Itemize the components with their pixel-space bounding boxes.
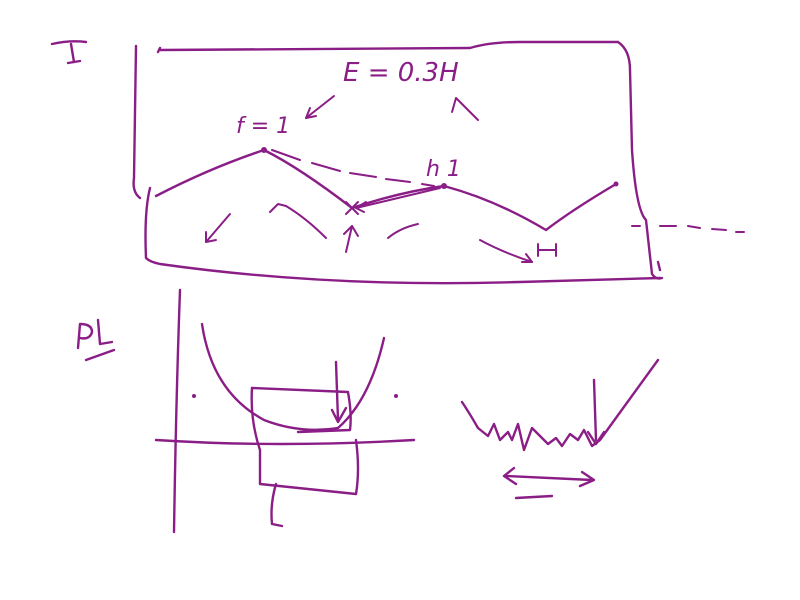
rect-window-upper	[250, 386, 352, 434]
frame-top-edge	[158, 40, 620, 52]
frame-bottom-edge	[144, 186, 662, 285]
saddle-pointer-arrowhead	[355, 201, 367, 213]
frame-left-upper	[132, 44, 142, 200]
saddle-pointer-line	[355, 187, 441, 209]
arrow-up-center-wing	[343, 225, 353, 235]
landscape-end-dot	[613, 181, 619, 187]
top-panel-frame	[132, 40, 664, 285]
range-underline	[514, 494, 554, 500]
landscape-curve	[154, 148, 618, 232]
section-one-marker-stroke-stem	[69, 42, 76, 64]
bottom-left-plot	[154, 288, 416, 534]
plot-dot-left	[192, 394, 196, 398]
arrow-right-down	[479, 239, 533, 263]
rugged-curve	[460, 358, 660, 452]
rect-window-tail	[270, 482, 284, 528]
h-annotation: h 1	[426, 157, 461, 182]
section-two-marker: PL	[76, 318, 116, 362]
flow-arrows: H	[205, 203, 557, 263]
plot-x-axis	[154, 438, 416, 446]
rect-window-lower	[250, 386, 360, 496]
h-label: h 1	[426, 157, 461, 182]
f-annotation: f = 1	[236, 114, 290, 139]
section-one-marker: I	[50, 40, 88, 65]
section-one-marker-stroke-base	[66, 59, 82, 65]
barrier-dashed-line	[271, 149, 435, 187]
section-one-marker-stroke-top	[50, 40, 88, 46]
section-two-marker-underline	[84, 348, 116, 362]
parabola-well	[200, 322, 386, 431]
range-arrow-right-head	[578, 470, 596, 488]
arrow-right-down-head	[521, 253, 533, 263]
arrow-small-hook	[269, 203, 287, 213]
arrow-left-down	[205, 213, 231, 243]
range-arrow-left-head	[502, 466, 518, 486]
frame-right-edge	[616, 40, 664, 280]
range-arrow-shaft	[504, 474, 594, 482]
continuation-dashed-line	[631, 225, 745, 233]
section-two-marker-p	[76, 322, 94, 350]
top-landscape	[154, 147, 745, 233]
energy-label: E = 0.3H	[343, 58, 459, 88]
arrow-curve-down	[285, 205, 327, 239]
h-small-glyph	[537, 243, 557, 257]
arrow-left-down-head	[205, 231, 217, 243]
frame-bottom-right-tick	[656, 260, 662, 272]
landscape-peak-right-dot	[441, 183, 447, 189]
landscape-peak-left-dot	[261, 147, 267, 153]
energy-pointer-line	[305, 95, 335, 119]
plot-y-axis	[172, 288, 182, 534]
down-arrow-head	[330, 406, 348, 424]
saddle-cross-mark	[345, 201, 359, 215]
energy-annotation: E = 0.3H	[305, 58, 479, 121]
plot-dot-right	[394, 394, 398, 398]
arrow-right-up	[387, 223, 419, 239]
f-label: f = 1	[236, 114, 290, 139]
down-arrow-shaft	[334, 360, 340, 422]
energy-pointer-arrowhead	[305, 107, 317, 119]
bottom-right-landscape	[460, 358, 660, 500]
energy-caret-mark	[451, 97, 479, 121]
rugged-down-arrow-head	[586, 430, 606, 446]
rugged-down-arrow-shaft	[592, 378, 598, 442]
section-two-marker-l	[96, 318, 114, 346]
